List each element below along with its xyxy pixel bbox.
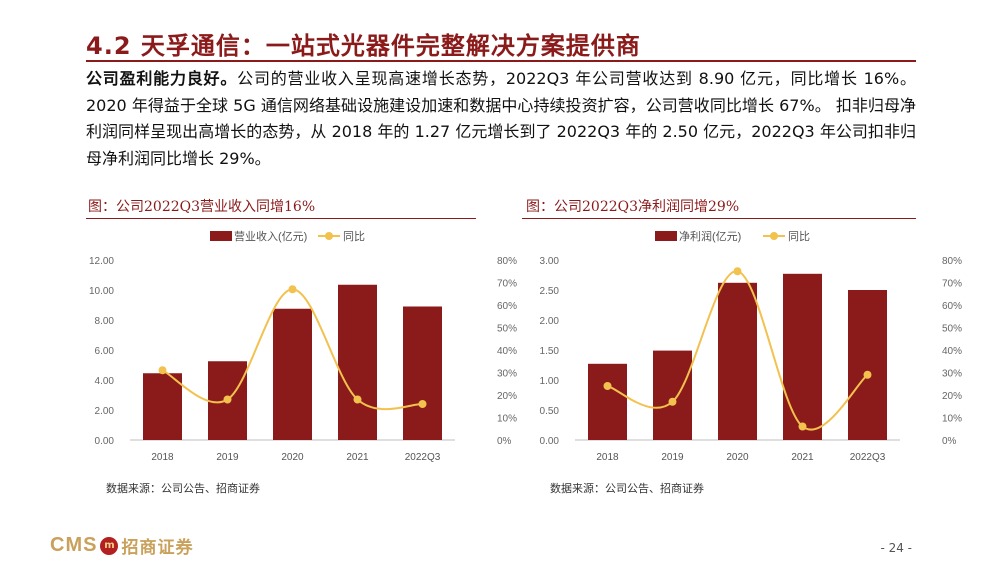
brand-name: 招商证券 <box>121 538 194 558</box>
y-right-tick-label: 80% <box>942 256 962 267</box>
yoy-point <box>863 370 872 379</box>
y-left-tick-label: 6.00 <box>95 346 115 357</box>
y-right-tick-label: 10% <box>497 414 517 425</box>
yoy-point <box>158 366 167 375</box>
x-tick-label: 2021 <box>791 452 814 463</box>
bar <box>338 284 377 440</box>
y-right-tick-label: 0% <box>497 436 512 447</box>
x-tick-label: 2021 <box>346 452 369 463</box>
x-tick-label: 2019 <box>661 452 684 463</box>
y-right-tick-label: 10% <box>942 414 962 425</box>
y-right-tick-label: 80% <box>497 256 517 267</box>
legend-bar-label: 净利润(亿元) <box>679 229 741 243</box>
yoy-point <box>603 382 612 390</box>
bar <box>588 363 627 440</box>
y-right-tick-label: 70% <box>942 279 962 290</box>
bar <box>273 308 312 440</box>
cms-logo: CMS m 招商证券 <box>50 533 193 558</box>
figure-title-profit: 图：公司2022Q3净利润同增29% <box>526 199 740 215</box>
y-left-tick-label: 12.00 <box>89 256 114 267</box>
y-right-tick-label: 30% <box>942 369 962 380</box>
x-tick-label: 2018 <box>596 452 619 463</box>
page-title: 4.2 天孚通信：一站式光器件完整解决方案提供商 <box>86 32 641 60</box>
source-note-profit: 数据来源：公司公告、招商证券 <box>550 482 704 495</box>
yoy-point <box>353 395 362 404</box>
body-text: 公司的营业收入呈现高速增长态势，2022Q3 年公司营收达到 8.90 亿元，同… <box>86 69 916 168</box>
y-left-tick-label: 0.00 <box>540 436 560 447</box>
y-left-tick-label: 1.00 <box>540 376 560 387</box>
yoy-point <box>668 397 677 406</box>
x-tick-label: 2019 <box>216 452 239 463</box>
y-left-tick-label: 4.00 <box>95 376 115 387</box>
y-left-tick-label: 8.00 <box>95 316 115 327</box>
figure-divider-revenue <box>86 218 476 219</box>
bar <box>848 290 887 440</box>
legend-line-label: 同比 <box>788 230 810 243</box>
revenue-chart: 0.00 2.00 4.00 6.00 8.00 10.00 12.00 0% 10% 20% 30… <box>89 229 517 463</box>
legend-line-label: 同比 <box>343 230 365 243</box>
y-right-tick-label: 40% <box>942 346 962 357</box>
x-tick-label: 2020 <box>726 452 749 463</box>
bar <box>403 306 442 440</box>
bar <box>143 373 182 440</box>
bar <box>783 273 822 440</box>
y-right-tick-label: 50% <box>497 324 517 335</box>
legend-bar-swatch <box>210 231 232 241</box>
lead-sentence: 公司盈利能力良好。 <box>86 69 238 88</box>
cms-logo-mark: m <box>100 536 119 555</box>
y-left-tick-label: 0.00 <box>95 436 115 447</box>
yoy-point <box>418 400 427 408</box>
page-number: - 24 - <box>880 541 912 555</box>
x-tick-label: 2020 <box>281 452 304 463</box>
y-left-tick-label: 0.50 <box>540 406 560 417</box>
title-divider <box>86 60 916 62</box>
x-tick-label: 2022Q3 <box>850 452 886 463</box>
y-right-tick-label: 20% <box>942 391 962 402</box>
bar <box>718 282 757 440</box>
x-tick-label: 2022Q3 <box>405 452 441 463</box>
bar <box>653 350 692 440</box>
profit-chart: 0.00 0.50 1.00 1.50 2.00 2.50 3.00 0% 10% 20% 30% 4… <box>540 229 963 463</box>
y-left-tick-label: 2.00 <box>95 406 115 417</box>
figure-divider-profit <box>522 218 916 219</box>
y-left-tick-label: 3.00 <box>540 256 560 267</box>
y-right-tick-label: 20% <box>497 391 517 402</box>
y-right-tick-label: 60% <box>497 301 517 312</box>
legend-line-marker <box>325 232 333 240</box>
y-left-tick-label: 2.50 <box>540 286 560 297</box>
yoy-point <box>798 422 807 431</box>
legend-line-marker <box>770 232 778 240</box>
figure-title-revenue: 图：公司2022Q3营业收入同增16% <box>88 199 316 215</box>
legend-bar-swatch <box>655 231 677 241</box>
y-right-tick-label: 50% <box>942 324 962 335</box>
y-right-tick-label: 30% <box>497 369 517 380</box>
y-left-tick-label: 2.00 <box>540 316 560 327</box>
y-right-tick-label: 60% <box>942 301 962 312</box>
y-right-tick-label: 0% <box>942 436 957 447</box>
legend-bar-label: 营业收入(亿元) <box>234 229 307 243</box>
x-tick-label: 2018 <box>151 452 174 463</box>
cms-logo-text: CMS <box>50 534 98 556</box>
y-left-tick-label: 10.00 <box>89 286 114 297</box>
yoy-point <box>733 267 742 276</box>
yoy-point <box>223 395 232 404</box>
yoy-point <box>288 285 297 294</box>
source-note-revenue: 数据来源：公司公告、招商证券 <box>106 482 260 495</box>
y-right-tick-label: 40% <box>497 346 517 357</box>
y-right-tick-label: 70% <box>497 279 517 290</box>
y-left-tick-label: 1.50 <box>540 346 560 357</box>
body-paragraph: 公司盈利能力良好。公司的营业收入呈现高速增长态势，2022Q3 年公司营收达到 … <box>86 66 916 172</box>
